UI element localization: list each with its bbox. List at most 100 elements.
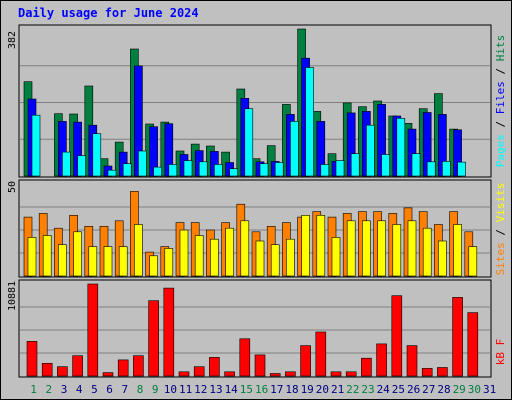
bar-kb-f-day-25	[391, 295, 403, 377]
bar-kb-f-day-21	[330, 371, 342, 377]
bar-kb-f-day-13	[209, 357, 220, 377]
x-axis-labels: 1 2 3 4 5 6 7 8 9 10 11 12 13 14 15 16 17 18 19 20 21 22 23 24 2…	[30, 383, 496, 396]
bar-pages-day-14	[229, 168, 238, 177]
bar-visits-day-26	[407, 220, 417, 277]
bar-pages-day-7	[122, 163, 132, 177]
x-label-day: 1	[30, 383, 37, 396]
bar-visits-day-22	[346, 220, 356, 277]
x-label-day: 2	[45, 383, 52, 396]
bars	[23, 28, 479, 377]
bar-pages-day-10	[168, 164, 178, 177]
bar-pages-day-5	[92, 133, 102, 177]
bar-visits-day-1	[27, 237, 37, 277]
bar-kb-f-day-1	[26, 340, 38, 377]
bar-visits-day-5	[88, 246, 98, 277]
legend-sep: /	[494, 222, 507, 242]
x-label-day: 19	[301, 383, 314, 396]
bar-pages-day-19	[305, 67, 314, 177]
bar-visits-day-12	[194, 235, 204, 277]
x-label-day: 13	[209, 383, 222, 396]
bar-pages-day-17	[274, 162, 284, 177]
bar-visits-day-11	[179, 229, 189, 277]
x-label-day: 20	[316, 383, 329, 396]
bar-pages-day-27	[426, 161, 436, 177]
bar-visits-day-13	[210, 238, 219, 277]
bar-kb-f-day-7	[117, 359, 129, 377]
legend-sites: Sites	[494, 242, 507, 275]
bar-pages-day-22	[350, 153, 360, 177]
bar-pages-day-16	[259, 163, 269, 177]
bar-kb-f-day-3	[57, 366, 68, 377]
bar-visits-day-30	[468, 246, 478, 277]
x-label-day: 22	[346, 383, 359, 396]
bar-kb-f-day-8	[133, 355, 144, 377]
x-label-day: 14	[225, 383, 239, 396]
ytick-middle: 50	[7, 181, 18, 193]
x-label-day: 16	[255, 383, 268, 396]
bar-pages-day-15	[244, 108, 254, 177]
legend-visits: Visits	[494, 183, 507, 223]
legend-top: Pages / Files / Hits	[494, 35, 507, 168]
bar-pages-day-8	[138, 150, 147, 177]
x-label-day: 24	[377, 383, 391, 396]
bar-kb-f-day-20	[315, 331, 327, 377]
x-label-day: 9	[152, 383, 159, 396]
bar-visits-day-29	[453, 224, 462, 277]
bar-visits-day-8	[134, 224, 143, 277]
x-label-day: 11	[179, 383, 192, 396]
legend-middle: Sites / Visits	[494, 183, 507, 276]
bar-visits-day-16	[255, 240, 265, 277]
x-label-day: 4	[76, 383, 83, 396]
x-label-day: 17	[270, 383, 283, 396]
bar-pages-day-1	[31, 114, 41, 177]
x-label-day: 30	[468, 383, 481, 396]
bar-visits-day-28	[438, 240, 447, 277]
bar-kb-f-day-6	[102, 372, 114, 377]
bar-kb-f-day-4	[72, 355, 83, 377]
x-label-day: 28	[437, 383, 450, 396]
bar-visits-day-15	[240, 220, 250, 277]
x-label-day: 29	[453, 383, 466, 396]
bar-kb-f-day-9	[148, 300, 159, 377]
legend-sep: /	[494, 114, 507, 134]
bar-pages-day-23	[366, 124, 375, 177]
bar-pages-day-4	[77, 155, 86, 177]
bar-kb-f-day-22	[345, 371, 357, 377]
bar-kb-f-day-10	[163, 287, 175, 377]
bar-pages-day-9	[153, 166, 162, 177]
bar-visits-day-21	[331, 237, 341, 277]
ytick-bottom: 10881	[7, 281, 18, 311]
x-label-day: 23	[361, 383, 374, 396]
bar-pages-day-11	[183, 160, 193, 177]
bar-kb-f-day-15	[239, 338, 251, 377]
legend-sep: /	[494, 61, 507, 81]
bar-pages-day-21	[335, 160, 345, 177]
x-label-day: 5	[91, 383, 98, 396]
bar-visits-day-23	[362, 220, 371, 277]
legend-bottom: kB F	[494, 339, 507, 366]
bar-visits-day-10	[164, 248, 174, 277]
bar-kb-f-day-27	[421, 368, 433, 377]
bar-kb-f-day-11	[178, 371, 190, 377]
bar-pages-day-12	[198, 161, 208, 177]
bar-visits-day-25	[392, 224, 402, 277]
ytick-top: 382	[7, 31, 18, 49]
bar-pages-day-18	[290, 121, 299, 177]
x-label-day: 3	[61, 383, 68, 396]
bar-visits-day-27	[422, 227, 432, 277]
bar-pages-day-26	[411, 153, 421, 177]
bar-kb-f-day-29	[452, 297, 463, 377]
bar-kb-f-day-18	[285, 371, 296, 377]
bar-kb-f-day-17	[269, 373, 281, 377]
bar-visits-day-2	[42, 235, 52, 277]
bar-visits-day-4	[73, 231, 82, 277]
bar-pages-day-3	[62, 151, 71, 177]
bar-pages-day-29	[457, 161, 466, 177]
bar-kb-f-day-28	[437, 367, 448, 377]
bar-visits-day-18	[286, 238, 295, 277]
x-label-day: 10	[164, 383, 177, 396]
bar-visits-day-6	[103, 246, 113, 277]
bar-visits-day-9	[149, 255, 158, 277]
legend-pages: Pages	[494, 134, 507, 167]
